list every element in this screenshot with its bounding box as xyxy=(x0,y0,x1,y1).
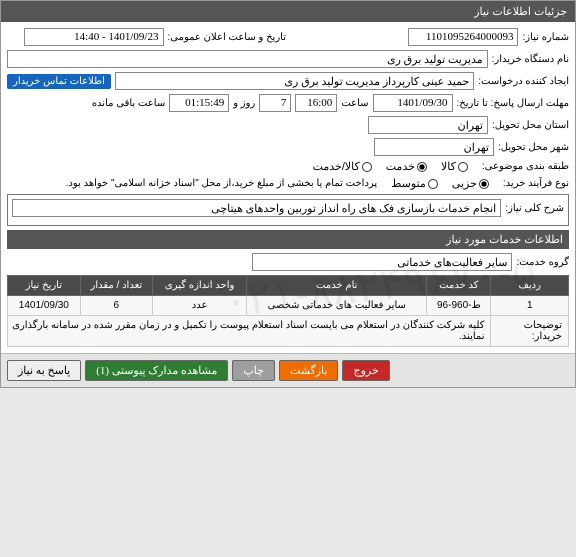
announce-field xyxy=(24,28,164,46)
service-group-label: گروه خدمت: xyxy=(516,257,569,268)
radio-mixed[interactable]: کالا/خدمت xyxy=(313,160,372,173)
back-button[interactable]: بازگشت xyxy=(279,360,339,381)
creator-label: ایجاد کننده درخواست: xyxy=(478,76,569,87)
cell-row: 1 xyxy=(491,296,569,316)
buyer-note-row: توضیحات خریدار: کلیه شرکت کنندگان در است… xyxy=(8,316,569,347)
info-header: اطلاعات خدمات مورد نیاز xyxy=(7,230,569,249)
reply-button[interactable]: پاسخ به نیاز xyxy=(7,360,81,381)
hour-label-1: ساعت xyxy=(341,98,368,109)
th-unit: واحد اندازه گیری xyxy=(153,276,247,296)
radio-goods-label: کالا xyxy=(441,160,456,173)
remain-field xyxy=(169,94,229,112)
buyer-note-label: توضیحات خریدار: xyxy=(491,316,569,347)
buyer-note-value: کلیه شرکت کنندگان در استعلام می بایست اس… xyxy=(8,316,491,347)
delivery-city-field xyxy=(374,138,494,156)
table-row: 1 ط-960-96 سایر فعالیت های خدماتی شخصی ع… xyxy=(8,296,569,316)
general-label: شرح کلی نیاز: xyxy=(505,203,564,214)
buyer-contact-button[interactable]: اطلاعات تماس خریدار xyxy=(7,74,111,89)
buyer-label: نام دستگاه خریدار: xyxy=(492,54,569,65)
form-content: شماره نیاز: تاریخ و ساعت اعلان عمومی: نا… xyxy=(1,22,575,353)
remain-label: ساعت باقی مانده xyxy=(92,98,165,109)
th-date: تاریخ نیاز xyxy=(8,276,81,296)
service-group-field xyxy=(252,253,512,271)
buyer-field xyxy=(7,50,488,68)
exit-button[interactable]: خروج xyxy=(342,360,389,381)
services-table: ردیف کد خدمت نام خدمت واحد اندازه گیری ت… xyxy=(7,275,569,347)
print-button[interactable]: چاپ xyxy=(232,360,275,381)
button-bar: پاسخ به نیاز مشاهده مدارک پیوستی (1) چاپ… xyxy=(1,353,575,387)
general-desc-field xyxy=(12,199,501,217)
th-name: نام خدمت xyxy=(247,276,427,296)
cell-date: 1401/09/30 xyxy=(8,296,81,316)
announce-label: تاریخ و ساعت اعلان عمومی: xyxy=(168,32,287,43)
radio-mixed-label: کالا/خدمت xyxy=(313,160,360,173)
days-label: روز و xyxy=(233,98,255,109)
th-row: ردیف xyxy=(491,276,569,296)
need-number-field xyxy=(408,28,518,46)
attachments-button[interactable]: مشاهده مدارک پیوستی (1) xyxy=(85,360,228,381)
deadline-label: مهلت ارسال پاسخ: تا تاریخ: xyxy=(457,98,569,109)
radio-service[interactable]: خدمت xyxy=(386,160,427,173)
cell-code: ط-960-96 xyxy=(427,296,491,316)
radio-medium-label: متوسط xyxy=(391,177,426,190)
th-qty: تعداد / مقدار xyxy=(80,276,152,296)
radio-small-label: جزیی xyxy=(452,177,477,190)
deadline-time-field xyxy=(295,94,337,112)
cell-qty: 6 xyxy=(80,296,152,316)
days-field xyxy=(259,94,291,112)
class-label: طبقه بندی موضوعی: xyxy=(482,161,569,172)
delivery-state-label: استان محل تحویل: xyxy=(492,120,569,131)
process-label: نوع فرآیند خرید: xyxy=(503,178,569,189)
th-code: کد خدمت xyxy=(427,276,491,296)
radio-medium[interactable]: متوسط xyxy=(391,177,438,190)
radio-small[interactable]: جزیی xyxy=(452,177,489,190)
window-title: جزئیات اطلاعات نیاز xyxy=(1,1,575,22)
cell-unit: عدد xyxy=(153,296,247,316)
radio-service-label: خدمت xyxy=(386,160,415,173)
deadline-date-field xyxy=(373,94,453,112)
delivery-city-label: شهر محل تحویل: xyxy=(498,142,569,153)
need-number-label: شماره نیاز: xyxy=(522,32,569,43)
radio-goods[interactable]: کالا xyxy=(441,160,468,173)
cell-name: سایر فعالیت های خدماتی شخصی xyxy=(247,296,427,316)
process-note: پرداخت تمام یا بخشی از مبلغ خرید،از محل … xyxy=(66,178,378,189)
details-window: جزئیات اطلاعات نیاز شماره نیاز: تاریخ و … xyxy=(0,0,576,388)
creator-field xyxy=(115,72,474,90)
general-desc-box: شرح کلی نیاز: xyxy=(7,194,569,226)
delivery-state-field xyxy=(368,116,488,134)
